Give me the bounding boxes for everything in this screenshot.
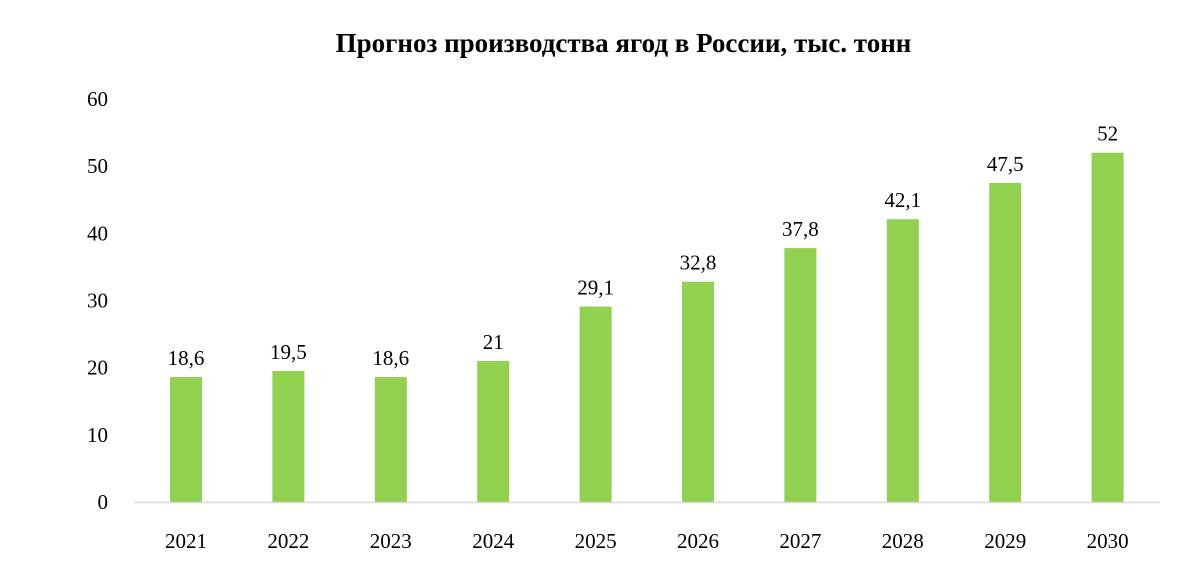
x-tick-label-2021: 2021 <box>165 529 207 553</box>
data-label-2028: 42,1 <box>884 188 921 212</box>
data-label-2021: 18,6 <box>168 346 205 370</box>
x-tick-label-2029: 2029 <box>984 529 1026 553</box>
y-tick-label: 40 <box>87 221 108 245</box>
x-tick-label-2027: 2027 <box>779 529 821 553</box>
bar-2029 <box>989 182 1022 503</box>
y-tick-label: 60 <box>87 87 108 111</box>
bar-2026 <box>682 281 714 502</box>
y-tick-label: 10 <box>87 423 108 447</box>
data-label-2026: 32,8 <box>680 251 717 275</box>
x-tick-label-2025: 2025 <box>575 529 617 553</box>
y-tick-label: 20 <box>87 356 108 380</box>
bar-2028 <box>886 219 919 502</box>
data-label-2024: 21 <box>483 330 504 354</box>
data-label-2025: 29,1 <box>577 276 614 300</box>
x-axis-labels: 2021 2022 2023 2024 2025 2026 2027 2028 2029 2030 <box>165 529 1129 553</box>
data-label-2029: 47,5 <box>987 152 1024 176</box>
data-label-2023: 18,6 <box>372 346 409 370</box>
bar-2023 <box>374 377 407 502</box>
data-label-2027: 37,8 <box>782 217 819 241</box>
x-tick-label-2024: 2024 <box>472 529 515 553</box>
bar-2024 <box>477 360 510 502</box>
data-label-2030: 52 <box>1097 122 1118 146</box>
data-labels: 18,6 19,5 18,6 21 29,1 32,8 37,8 42,1 47,5 52 <box>168 122 1118 370</box>
data-label-2022: 19,5 <box>270 340 307 364</box>
bar-2022 <box>272 371 305 502</box>
x-tick-label-2022: 2022 <box>267 529 309 553</box>
y-tick-label: 30 <box>87 289 108 313</box>
bar-2025 <box>579 306 612 502</box>
y-tick-label: 50 <box>87 154 108 178</box>
x-tick-label-2028: 2028 <box>882 529 924 553</box>
bar-2027 <box>784 248 817 502</box>
y-tick-label: 0 <box>98 490 109 514</box>
x-tick-label-2023: 2023 <box>370 529 412 553</box>
x-tick-label-2026: 2026 <box>677 529 719 553</box>
bar-series <box>170 152 1124 503</box>
x-tick-label-2030: 2030 <box>1087 529 1129 553</box>
bar-2021 <box>170 377 202 502</box>
y-axis-ticks: 0 10 20 30 40 50 60 <box>87 87 108 514</box>
bar-2030 <box>1091 152 1124 502</box>
chart-title: Прогноз производства ягод в России, тыс.… <box>335 28 912 58</box>
